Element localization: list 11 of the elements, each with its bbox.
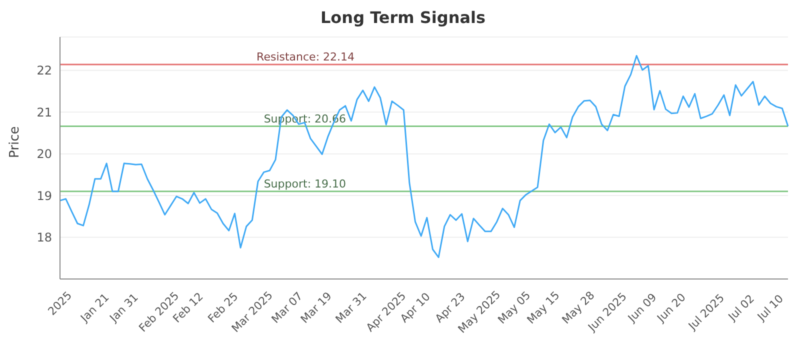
y-tick-label: 20 [36,147,52,162]
y-tick-label: 19 [36,188,52,203]
y-tick-label: 21 [36,105,52,120]
ref-line-label: Resistance: 22.14 [256,50,355,64]
ref-line-label: Support: 19.10 [264,177,346,190]
y-tick-label: 18 [36,230,52,245]
y-tick-label: 22 [36,64,52,78]
chart-title: Long Term Signals [319,8,487,27]
x-tick-label: Jul 10 [754,292,786,324]
x-tick-label: Jul 02 [725,292,757,324]
y-axis-title: Price [8,126,23,158]
